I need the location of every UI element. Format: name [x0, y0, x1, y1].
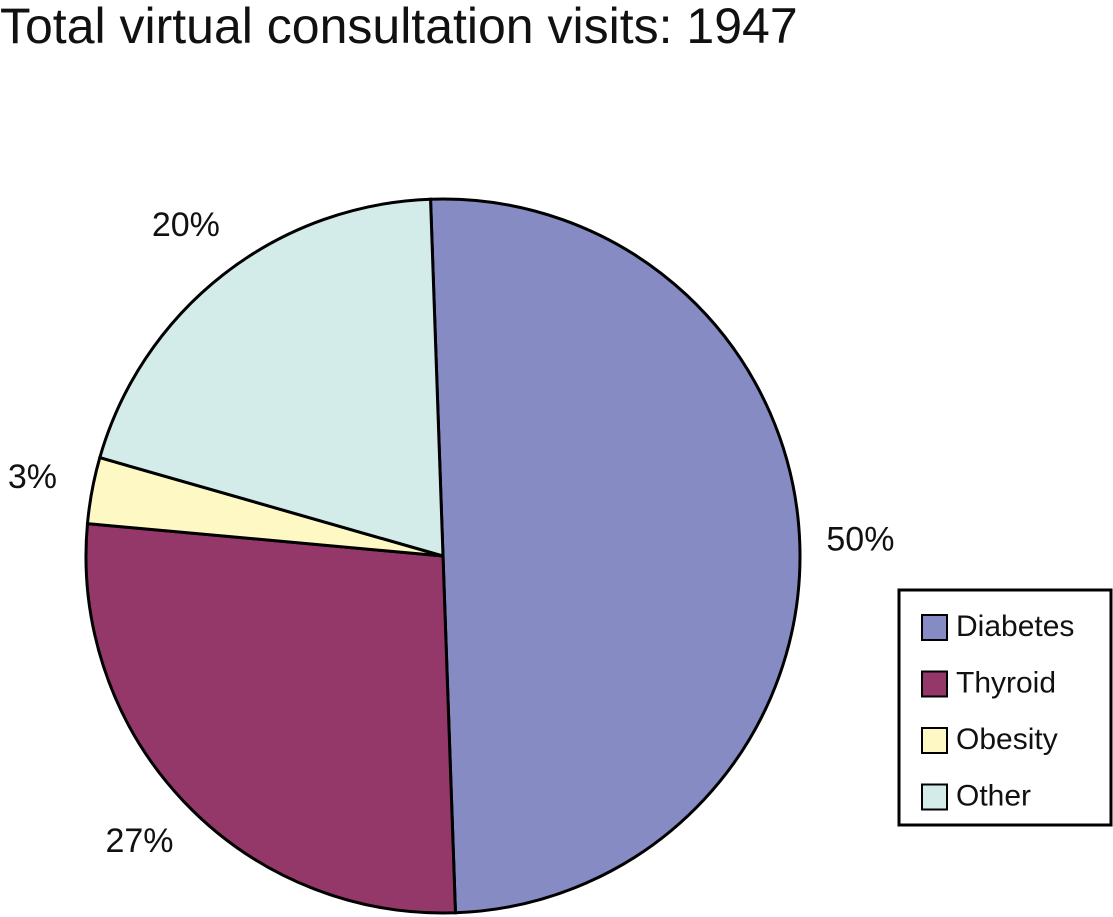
legend-swatch	[921, 670, 948, 698]
data-label: 20%	[152, 206, 220, 244]
data-label: 27%	[105, 822, 173, 860]
legend-label: Diabetes	[956, 610, 1074, 643]
pie-slice	[97, 197, 445, 559]
legend-swatch	[921, 614, 948, 641]
legend-label: Other	[956, 779, 1031, 812]
pie-slice	[84, 522, 458, 915]
legend-swatch	[921, 727, 948, 754]
legend-label: Thyroid	[956, 666, 1056, 699]
pie-slice	[428, 197, 802, 915]
data-label: 50%	[826, 520, 894, 558]
legend-swatch	[921, 783, 948, 811]
data-label: 3%	[8, 458, 57, 496]
chart-title: Total virtual consultation visits: 1947	[0, 0, 798, 54]
legend-label: Obesity	[956, 723, 1058, 756]
